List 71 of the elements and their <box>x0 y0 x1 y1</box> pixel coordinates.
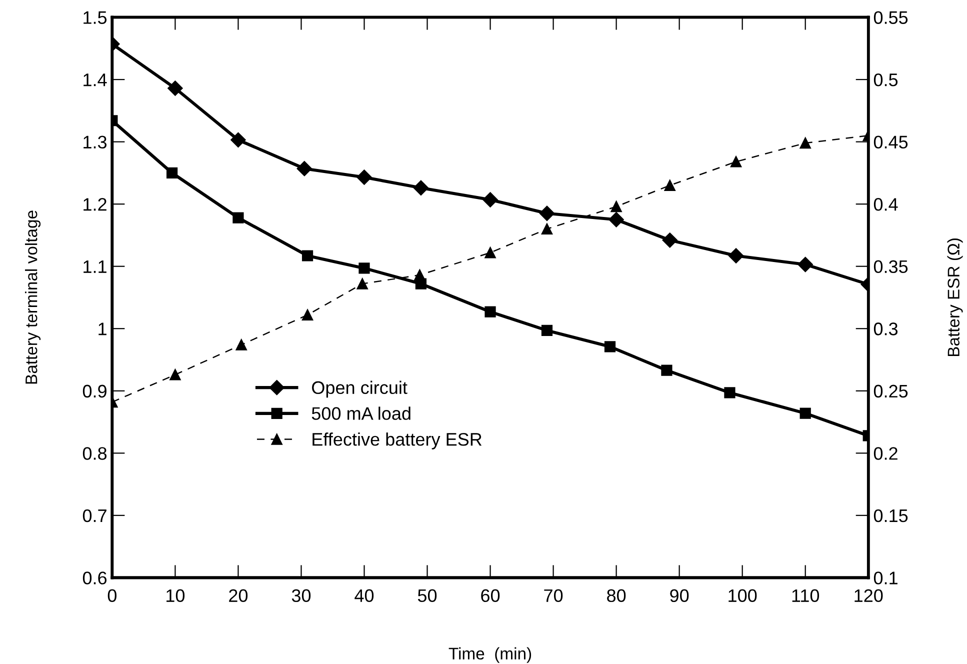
y-tick-label: 1.5 <box>84 11 107 24</box>
x-axis-title: Time (min) <box>448 647 532 663</box>
y-tick-label: 1.2 <box>84 198 106 211</box>
point <box>798 256 813 272</box>
point <box>541 223 553 235</box>
legend-label: Effective battery ESR <box>312 432 482 450</box>
y2-tick-label: 0.1 <box>874 572 898 584</box>
point <box>358 262 370 274</box>
y2-tick-label: 0.35 <box>874 260 908 274</box>
point <box>541 324 553 336</box>
x-tick-label: 100 <box>728 589 757 602</box>
x-tick-label: 120 <box>854 589 883 602</box>
point <box>356 278 368 290</box>
point <box>730 156 742 168</box>
point <box>170 369 181 380</box>
y2-tick-label: 0.45 <box>874 136 908 149</box>
point <box>482 192 498 208</box>
y2-tick-label: 0.15 <box>874 509 908 522</box>
y2-tick-label: 0.4 <box>874 198 898 211</box>
point <box>610 201 622 212</box>
point <box>724 387 736 398</box>
legend-label: 500 mA load <box>312 406 410 420</box>
x-tick-label: 80 <box>607 589 626 602</box>
y2-tick-label: 0.5 <box>874 73 898 86</box>
point <box>604 341 616 352</box>
y2-tick-label: 0.25 <box>874 384 908 398</box>
point <box>800 137 811 149</box>
point <box>800 408 811 419</box>
point <box>236 339 247 350</box>
y-tick-label: 0.6 <box>82 572 107 584</box>
point <box>484 306 496 318</box>
point <box>356 170 372 185</box>
point <box>664 180 676 191</box>
x-tick-label: 60 <box>481 589 500 602</box>
y-tick-label: 1.4 <box>84 74 107 86</box>
point <box>166 167 178 178</box>
point <box>728 248 744 264</box>
point <box>539 206 555 221</box>
x-tick-label: 30 <box>292 589 311 602</box>
x-tick-label: 110 <box>792 589 820 602</box>
y2-axis-title: Battery ESR (Ω) <box>947 238 963 356</box>
y2-tick-label: 0.3 <box>874 322 898 336</box>
point <box>484 247 496 258</box>
y-tick-label: 0.8 <box>82 447 107 460</box>
y-tick-label: 0.7 <box>82 509 106 522</box>
point <box>232 212 244 224</box>
point <box>168 80 183 96</box>
x-tick-label: 90 <box>670 589 689 602</box>
point <box>608 212 624 228</box>
x-tick-label: 70 <box>544 589 563 602</box>
point <box>662 232 678 248</box>
x-tick-label: 10 <box>166 589 185 602</box>
x-tick-label: 0 <box>108 589 116 602</box>
point <box>302 250 314 262</box>
y-axis-title: Battery terminal voltage <box>25 210 41 384</box>
x-tick-label: 50 <box>418 589 437 602</box>
y-tick-label: 1.3 <box>84 136 107 149</box>
y-tick-label: 1 <box>98 322 106 336</box>
y2-tick-label: 0.2 <box>874 447 898 460</box>
y-tick-label: 0.9 <box>82 384 106 398</box>
x-tick-label: 20 <box>229 589 248 602</box>
point <box>413 180 429 196</box>
x-tick-label: 40 <box>354 589 374 602</box>
y-tick-label: 1.1 <box>84 260 106 273</box>
point <box>661 364 672 376</box>
y2-tick-label: 0.55 <box>874 11 908 24</box>
point <box>414 270 426 281</box>
legend-label: Open circuit <box>312 380 408 398</box>
point <box>230 132 246 148</box>
point <box>302 309 314 320</box>
point <box>296 161 312 176</box>
